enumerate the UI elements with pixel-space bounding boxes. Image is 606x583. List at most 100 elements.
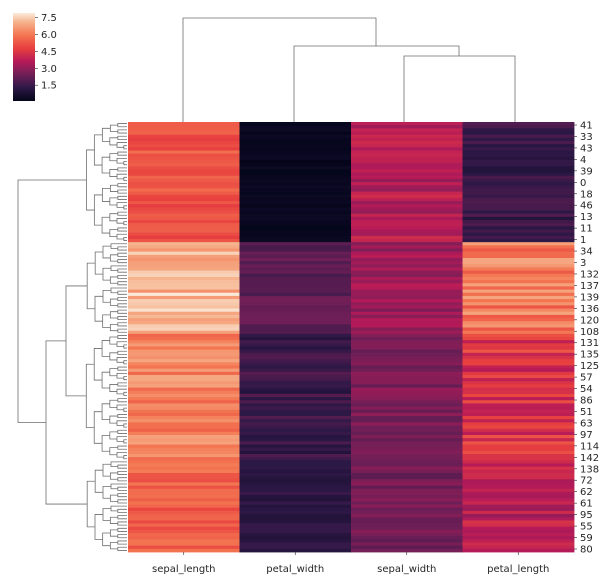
heatmap-cell: [462, 529, 575, 534]
row-dendrogram-link: [94, 514, 103, 540]
heatmap-cell: [128, 374, 240, 379]
heatmap-cell: [239, 210, 352, 215]
heatmap-cell: [462, 498, 575, 502]
heatmap-cell: [239, 286, 352, 290]
heatmap-cell: [462, 150, 575, 155]
heatmap-cell: [239, 495, 352, 499]
heatmap-cell: [239, 324, 352, 328]
heatmap-cell: [239, 501, 352, 505]
heatmap-cell: [239, 406, 352, 411]
heatmap-cell: [462, 159, 575, 164]
row-dendrogram-link: [117, 167, 127, 172]
row-dendrogram-link: [123, 161, 127, 166]
heatmap-cell: [351, 327, 463, 332]
heatmap-cell: [239, 242, 352, 246]
heatmap-cell: [351, 267, 463, 271]
heatmap-cell: [128, 204, 240, 208]
heatmap-cell: [239, 457, 352, 461]
heatmap-cell: [239, 510, 352, 515]
heatmap-cell: [462, 295, 575, 300]
heatmap-cell: [462, 457, 575, 461]
heatmap-cell: [239, 412, 352, 417]
row-dendrogram-link: [117, 540, 127, 545]
row-tick-label: 4: [580, 155, 586, 166]
heatmap-cell: [239, 280, 352, 284]
heatmap-cell: [239, 153, 352, 158]
heatmap-cell: [462, 472, 575, 477]
heatmap-cell: [239, 444, 352, 449]
heatmap-cell: [128, 425, 240, 430]
heatmap-cell: [239, 340, 352, 344]
heatmap-cell: [239, 545, 352, 550]
heatmap-cell: [128, 491, 240, 496]
heatmap-cell: [351, 431, 463, 436]
heatmap-cell: [351, 482, 463, 486]
heatmap-cell: [128, 305, 240, 309]
heatmap-cell: [462, 397, 575, 401]
heatmap-cell: [239, 333, 352, 338]
row-dendrogram-link: [117, 297, 127, 302]
row-dendrogram-link: [117, 183, 127, 188]
heatmap-cell: [239, 273, 352, 278]
heatmap-cell: [128, 333, 240, 338]
row-tick-label: 139: [580, 292, 599, 303]
row-dendrogram-link: [110, 243, 127, 249]
row-dendrogram-link: [116, 388, 127, 395]
heatmap-cell: [128, 137, 240, 142]
heatmap-cell: [462, 207, 575, 211]
row-dendrogram-link: [116, 357, 127, 363]
heatmap-cell: [128, 147, 240, 151]
heatmap-cell: [239, 204, 352, 208]
row-dendrogram-link: [65, 285, 88, 397]
heatmap-cell: [128, 349, 240, 354]
heatmap-cell: [351, 128, 463, 132]
heatmap-cell: [351, 371, 463, 376]
heatmap-cell: [351, 251, 463, 256]
row-dendrogram-link: [117, 151, 127, 156]
heatmap-cell: [239, 390, 352, 395]
heatmap-cell: [462, 254, 575, 259]
heatmap-cell: [128, 365, 240, 370]
heatmap-cell: [351, 125, 463, 129]
heatmap-cell: [128, 523, 240, 528]
heatmap-cell: [128, 460, 240, 464]
heatmap-cell: [239, 498, 352, 502]
heatmap-cell: [462, 229, 575, 234]
heatmap-cell: [128, 466, 240, 471]
heatmap-cell: [128, 472, 240, 477]
heatmap-cell: [128, 450, 240, 455]
row-dendrogram-link: [117, 366, 127, 371]
heatmap-cell: [128, 444, 240, 449]
heatmap-cell: [351, 220, 463, 224]
heatmap-cell: [128, 194, 240, 199]
heatmap-cell: [351, 292, 463, 297]
heatmap-cell: [351, 495, 463, 499]
heatmap-cell: [351, 381, 463, 385]
row-dendrogram-link: [117, 281, 127, 286]
row-tick-label: 142: [580, 453, 599, 464]
heatmap-cell: [128, 261, 240, 265]
heatmap-cell: [239, 416, 352, 420]
row-tick-label: 39: [580, 166, 593, 177]
heatmap-cell: [462, 242, 575, 246]
row-dendrogram-link: [86, 262, 96, 310]
heatmap-cell: [351, 276, 463, 281]
heatmap-cell: [351, 365, 463, 370]
heatmap-cell: [462, 431, 575, 436]
heatmap-cell: [462, 314, 575, 319]
heatmap-cell: [351, 400, 463, 404]
heatmap-cell: [462, 204, 575, 208]
heatmap-cell: [128, 495, 240, 499]
heatmap-cell: [462, 251, 575, 256]
heatmap-cell: [128, 419, 240, 423]
heatmap-cell: [351, 514, 463, 518]
heatmap-cell: [128, 182, 240, 186]
heatmap-cell: [239, 428, 352, 433]
heatmap-cell: [239, 403, 352, 407]
row-dendrogram-link: [102, 463, 111, 477]
heatmap-cell: [128, 482, 240, 486]
row-dendrogram-link: [117, 470, 127, 475]
heatmap-cell: [462, 175, 575, 180]
heatmap-cell: [351, 507, 463, 512]
heatmap-cell: [239, 308, 352, 313]
